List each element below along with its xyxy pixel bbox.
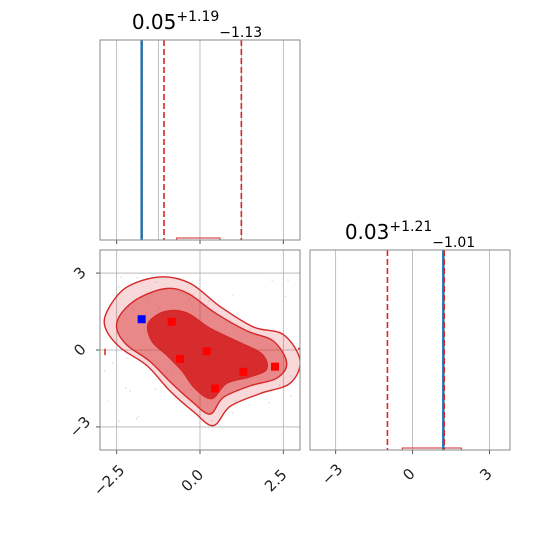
joint-y-tick-label: 3	[70, 263, 89, 282]
joint-sample-dot	[125, 387, 127, 389]
joint-x-tick-label: 0.0	[178, 466, 208, 496]
hist1-title-value: 0.05	[132, 10, 177, 34]
joint-sample-dot	[118, 420, 121, 423]
hist2-lines	[374, 250, 462, 451]
joint-sample-dot	[234, 381, 237, 384]
joint-sample-dot	[171, 371, 174, 374]
joint-sample-dot	[268, 401, 270, 404]
joint-highlight-point	[202, 347, 211, 356]
joint-sample-dot	[137, 416, 139, 418]
joint-sample-dot	[136, 276, 138, 279]
joint-sample-dot	[155, 309, 158, 312]
joint-sample-dot	[211, 419, 214, 422]
joint-sample-dot	[129, 390, 131, 392]
joint-sample-dot	[290, 375, 292, 377]
joint-sample-dot	[192, 293, 194, 296]
joint-panel: −2.5 0.0 2.5 3 0 −3	[66, 249, 301, 500]
hist-panel-param1: 0.05+1.19−1.13	[99, 9, 301, 244]
joint-sample-dot	[271, 279, 273, 282]
hist1-title-minus: −1.13	[219, 25, 262, 41]
hist2-title-plus: +1.21	[389, 219, 432, 235]
joint-sample-dot	[166, 370, 168, 372]
hist2-tick-label: 3	[476, 465, 495, 484]
joint-x-tick-label: −2.5	[90, 461, 128, 499]
joint-sample-dot	[284, 295, 287, 298]
joint-sample-dot	[234, 400, 237, 402]
hist2-title: 0.03+1.21−1.01	[345, 219, 475, 251]
joint-highlight-point	[211, 384, 219, 393]
hist1-lines	[123, 40, 284, 241]
hist2-tick-labels: −3 0 3	[318, 460, 496, 488]
joint-sample-dot	[132, 308, 135, 311]
joint-y-tick-labels: 3 0 −3	[66, 263, 94, 441]
hist2-title-minus: −1.01	[432, 235, 475, 251]
hist1-tick-marks	[116, 240, 284, 244]
hist2-gridlines	[335, 250, 490, 454]
joint-highlight-point	[271, 362, 279, 371]
hist-panel-param2: 0.03+1.21−1.01 −3 0 3	[309, 219, 511, 489]
joint-sample-dot	[208, 300, 210, 302]
joint-sample-dot	[248, 403, 251, 406]
joint-sample-dot	[154, 388, 157, 390]
joint-gridlines	[96, 250, 300, 454]
joint-highlight-point	[167, 317, 176, 326]
joint-points	[137, 315, 279, 393]
joint-y-tick-label: 0	[70, 340, 89, 359]
joint-sample-dot	[231, 412, 234, 414]
joint-sample-dot	[135, 417, 138, 420]
joint-sample-dot	[118, 285, 120, 288]
joint-frame	[99, 249, 301, 451]
joint-sample-dot	[126, 357, 128, 360]
joint-y-tick-label: −3	[66, 413, 94, 441]
joint-contours	[103, 276, 300, 427]
hist2-frame	[309, 249, 511, 451]
joint-sample-dot	[237, 313, 240, 316]
joint-sample-dot	[120, 276, 122, 278]
joint-sample-dot	[236, 327, 239, 329]
hist1-frame	[99, 39, 301, 241]
joint-truth-point	[137, 315, 146, 324]
joint-sample-dot	[188, 298, 191, 301]
hist2-tick-label: −3	[318, 460, 346, 488]
joint-sample-dot	[158, 307, 161, 309]
joint-sample-dot	[290, 395, 293, 398]
joint-sample-dot	[147, 300, 150, 302]
joint-sample-dot	[107, 400, 109, 403]
joint-highlight-point	[239, 367, 248, 376]
hist2-title-value: 0.03	[345, 220, 390, 244]
joint-x-tick-labels: −2.5 0.0 2.5	[90, 461, 291, 499]
joint-sample-dot	[103, 370, 106, 372]
hist1-title: 0.05+1.19−1.13	[132, 9, 262, 41]
joint-sample-dot	[287, 279, 289, 281]
joint-sample-dot	[154, 281, 157, 283]
joint-sample-dot	[111, 362, 114, 364]
joint-sample-dot	[249, 328, 252, 330]
joint-x-tick-label: 2.5	[261, 466, 291, 496]
joint-sample-dot	[190, 388, 192, 391]
joint-sample-dot	[232, 294, 234, 296]
joint-highlight-point	[176, 354, 184, 363]
joint-sample-dot	[278, 384, 281, 386]
hist2-tick-label: 0	[399, 465, 418, 484]
hist1-title-plus: +1.19	[176, 9, 219, 25]
